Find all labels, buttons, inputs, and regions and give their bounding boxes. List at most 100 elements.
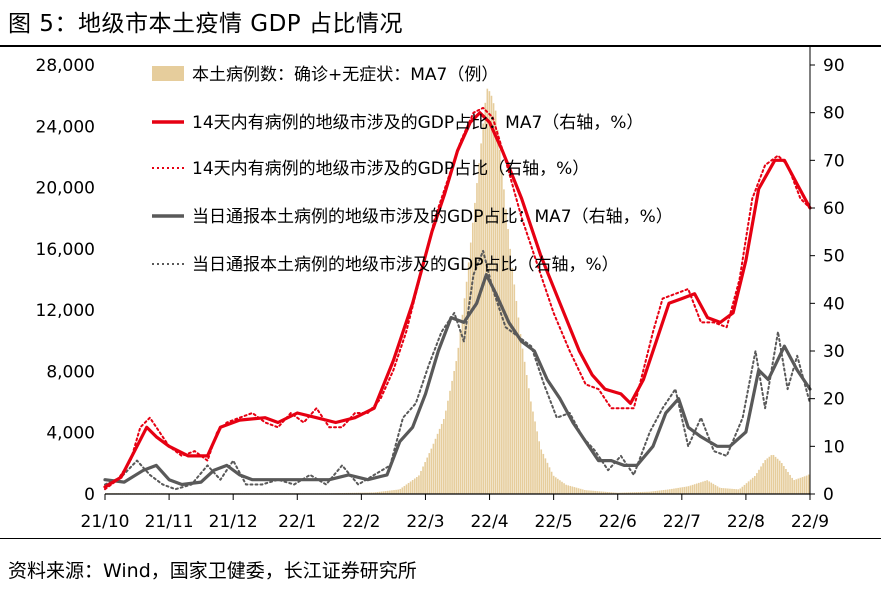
legend-label: 当日通报本土病例的地级市涉及的GDP占比：MA7（右轴，%） [192,207,673,227]
case-bar [635,492,638,494]
case-bar [357,492,360,494]
case-bar [695,483,698,494]
case-bar [476,183,478,494]
case-bar [664,489,667,494]
case-bar [536,431,538,494]
case-bar [588,490,590,494]
case-bar [534,421,536,494]
case-bar [401,487,404,494]
case-bar [805,475,808,494]
case-bar [530,401,532,494]
case-bar [754,476,756,494]
case-bar [673,488,675,494]
case-bar [625,492,628,494]
case-bar [405,484,408,494]
case-bar [482,123,484,494]
case-bar [718,487,721,494]
case-bar [706,480,708,494]
left-tick-label: 20,000 [36,179,95,199]
case-bar [681,487,684,494]
case-bar [642,491,644,494]
case-bar [453,370,455,494]
right-tick-label: 30 [823,342,845,362]
x-tick-label: 22/5 [535,512,573,532]
case-bar [729,488,731,494]
case-bar [515,300,518,494]
source-rule [0,538,881,539]
case-bar [693,484,696,494]
case-bar [525,375,528,494]
case-bar [803,476,806,494]
case-bar [422,466,424,494]
case-bar [610,492,613,494]
case-bar [372,492,375,494]
case-bar [397,489,399,494]
gdp-share-14d-ma7-line [103,111,812,489]
case-bar [442,418,445,494]
case-bar [382,491,385,494]
case-bar [581,489,584,494]
case-bar [575,487,578,494]
case-bar [550,471,553,494]
case-bar [704,480,706,494]
case-bar [563,483,565,494]
case-bar [600,491,603,494]
case-bar [631,492,634,494]
case-bar [411,480,414,494]
case-bar [389,490,391,494]
case-bar [654,491,657,494]
case-bar [465,281,468,494]
case-bar [799,477,802,494]
left-tick-label: 16,000 [36,240,95,260]
gdp-share-daily-ma7-line [103,273,812,487]
case-bar [708,481,711,494]
x-tick-label: 22/7 [663,512,701,532]
case-bar [801,477,804,494]
case-bar [592,490,594,494]
x-tick-label: 21/12 [209,512,258,532]
case-bar [364,492,366,494]
x-tick-label: 22/6 [599,512,637,532]
figure-title: 图 5：地级市本土疫情 GDP 占比情况 [8,11,403,37]
case-bar [459,331,462,494]
case-bar [743,484,746,494]
right-tick-label: 20 [823,390,845,410]
series-lines [103,106,812,491]
case-bar [407,482,410,494]
case-bar [440,423,443,494]
axes: 0 4,000 8,000 12,000 16,000 20,000 24,000 28,00… [36,47,845,532]
case-bar [546,462,549,494]
case-bar [807,474,810,494]
case-bar [679,487,681,494]
case-bar [505,209,507,494]
x-tick-label: 22/1 [278,512,316,532]
case-bar [569,485,572,494]
case-bar [457,347,460,494]
case-bar [789,474,791,494]
case-bar [467,262,470,494]
case-bar [554,477,557,494]
case-bar [619,492,621,494]
case-bar [596,491,599,494]
case-bar [474,202,476,494]
case-bar [561,481,563,494]
x-tick-label: 21/10 [81,512,130,532]
case-bar [749,479,752,494]
case-bar [366,492,368,494]
case-bar [774,456,777,494]
right-tick-label: 80 [823,104,845,124]
right-tick-label: 0 [823,485,834,505]
case-bar [793,480,796,494]
case-bar [387,490,389,494]
legend-swatch-bars [152,66,184,81]
case-bar [517,317,520,494]
case-bars [105,88,810,495]
case-bar [511,267,514,494]
case-bar [540,449,543,494]
case-bar [447,400,449,494]
case-bar [565,484,567,494]
case-bar [783,466,785,494]
case-bar [399,488,402,494]
case-bar [648,491,650,494]
case-bar [766,458,769,494]
